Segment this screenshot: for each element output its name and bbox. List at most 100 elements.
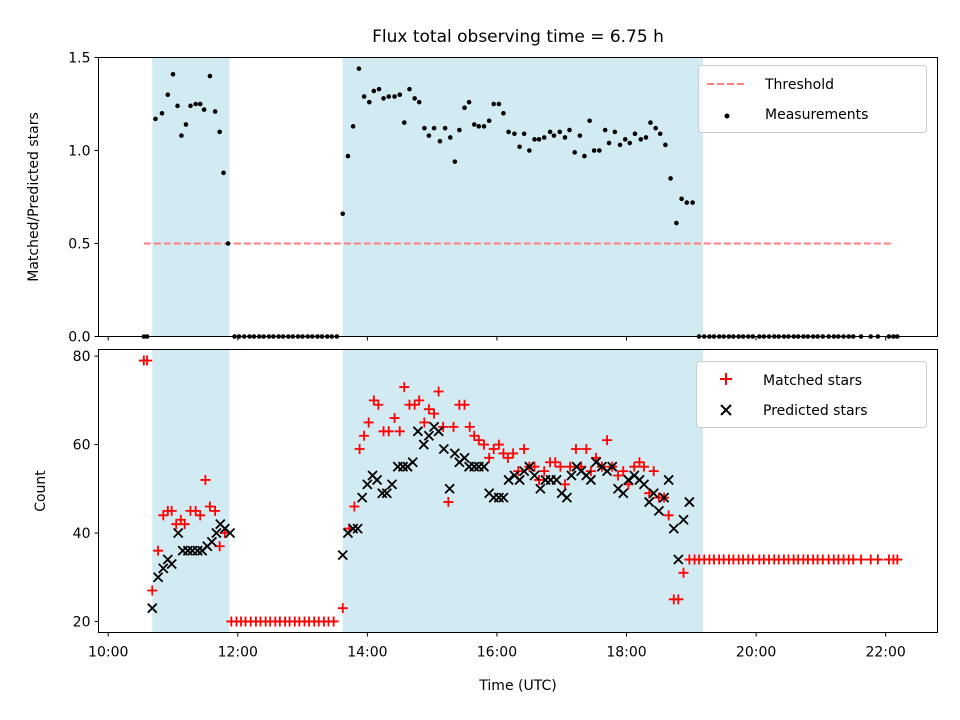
matched-star-point [488, 443, 499, 454]
predicted-star-point [337, 549, 348, 561]
x-tick-label: 12:00 [218, 645, 258, 661]
matched-star-point [529, 461, 540, 472]
ratio-legend: Threshold Measurements [698, 65, 927, 133]
measurement-point [422, 125, 427, 131]
measurement-point [170, 71, 176, 77]
predicted-star-point [158, 563, 169, 574]
measurement-point [557, 129, 563, 135]
predicted-star-point [423, 430, 435, 441]
ratio-x-ticks [107, 336, 887, 341]
predicted-star-point [182, 545, 194, 556]
predicted-star-point [449, 448, 460, 459]
matched-star-point [354, 443, 365, 454]
measurement-point [668, 176, 673, 181]
matched-star-point [328, 616, 339, 627]
measurement-point [431, 125, 437, 131]
y-tick-label: 0.0 [68, 330, 90, 346]
measurement-point [690, 200, 695, 205]
measurement-point [193, 101, 198, 107]
count-y-axis-label: Count [33, 470, 49, 512]
matched-star-point [478, 439, 489, 450]
measurement-point [471, 122, 477, 127]
matched-star-point [190, 505, 201, 516]
measurement-point [517, 144, 522, 150]
measurement-point [684, 200, 690, 205]
predicted-star-point [371, 474, 383, 486]
measurement-point [506, 129, 511, 135]
matched-star-point [539, 466, 550, 477]
measurement-point [591, 148, 597, 153]
matched-star-point [179, 519, 190, 530]
measurement-point [165, 92, 171, 97]
predicted-star-point [147, 603, 158, 614]
measurement-point [582, 153, 587, 159]
measurement-point [356, 66, 362, 71]
measurement-point [175, 103, 180, 109]
predicted-star-point [498, 492, 509, 503]
predicted-star-point [535, 483, 546, 494]
predicted-star-point [618, 488, 629, 499]
x-tick-label: 10:00 [88, 645, 128, 661]
measurement-point [367, 99, 372, 105]
matched-star-point [373, 399, 384, 410]
matched-star-point [678, 567, 689, 578]
matched-star-point [856, 554, 867, 565]
measurement-point [663, 142, 668, 148]
matched-star-point [502, 452, 513, 463]
measurement-point [426, 133, 432, 138]
predicted-star-point [684, 496, 695, 508]
matched-legend-label: Matched stars [763, 373, 862, 389]
measurement-point [397, 92, 403, 97]
count-y-ticks: 20 40 60 80 [73, 349, 99, 630]
matched-star-point [550, 457, 561, 468]
measurement-point [491, 101, 497, 107]
predicted-star-point [566, 470, 577, 481]
predicted-star-point [585, 474, 597, 486]
predicted-star-point [173, 527, 184, 539]
y-tick-label: 1.0 [68, 144, 90, 160]
matched-star-point [484, 452, 495, 463]
x-tick-label: 16:00 [477, 645, 517, 661]
predicted-star-point [397, 461, 409, 472]
ratio-y-ticks: 0.0 0.5 1.0 1.5 [68, 51, 99, 346]
measurement-point [381, 96, 386, 101]
predicted-star-point [644, 496, 655, 508]
measurement-point [201, 107, 207, 112]
measurement-point [612, 129, 618, 135]
measurement-point [653, 125, 658, 131]
measurement-point [371, 88, 377, 94]
measurement-point [638, 137, 644, 142]
measurement-point [627, 140, 633, 146]
predicted-star-point [362, 479, 373, 490]
measurement-point [547, 129, 553, 135]
measurement-point [541, 135, 547, 140]
predicted-star-point [433, 426, 444, 437]
measurement-point [386, 94, 392, 99]
measurements-legend-label: Measurements [765, 107, 868, 123]
matched-star-point [195, 510, 206, 521]
ratio-legend-box [698, 65, 927, 133]
predicted-legend-swatch [720, 404, 732, 416]
matched-star-point [519, 443, 530, 454]
predicted-star-point [418, 439, 429, 450]
matched-star-point [555, 461, 566, 472]
measurement-point [183, 122, 189, 127]
predicted-stars-series [147, 421, 695, 614]
ratio-panel: 0.0 0.5 1.0 1.5 Matched/Predicted stars Thr… [26, 51, 938, 346]
predicted-star-point [529, 470, 540, 481]
matched-star-point [423, 404, 434, 415]
predicted-star-point [166, 558, 177, 570]
predicted-star-point [524, 461, 535, 472]
matched-star-point [200, 474, 211, 485]
matched-star-point [602, 435, 613, 446]
matched-star-point [363, 417, 374, 428]
chart-title: Flux total observing time = 6.75 h [372, 27, 664, 47]
predicted-star-point [503, 474, 514, 486]
x-tick-label: 20:00 [736, 645, 776, 661]
y-tick-label: 40 [73, 526, 91, 542]
measurement-point [632, 131, 638, 137]
measurement-point [392, 94, 397, 99]
predicted-star-point [352, 523, 363, 534]
measurement-point [225, 241, 231, 246]
